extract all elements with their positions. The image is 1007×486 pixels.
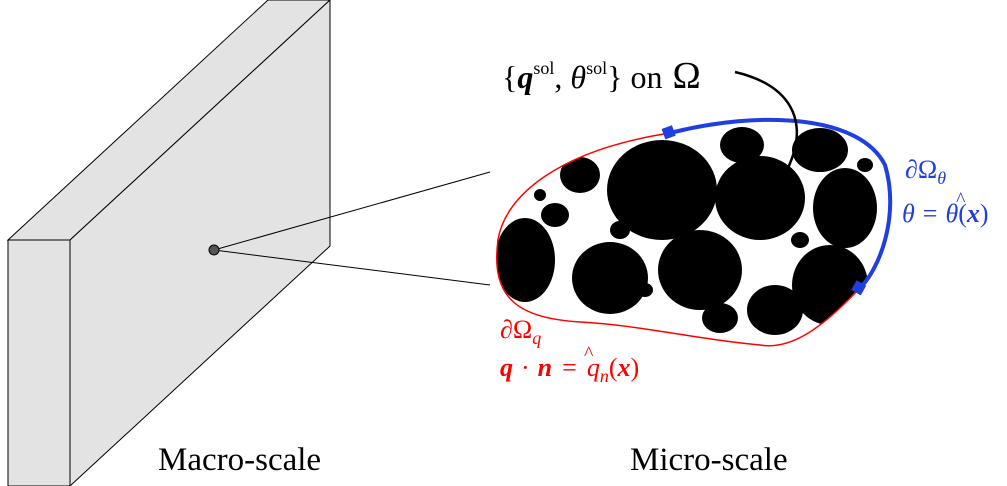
- boundary-junction-marker: [661, 125, 676, 140]
- particles: [496, 127, 877, 335]
- particle: [496, 218, 555, 302]
- paren-close: ): [630, 353, 639, 382]
- particle: [702, 303, 738, 333]
- partial-symbol: ∂: [905, 155, 918, 184]
- dirichlet-boundary: [669, 117, 893, 292]
- x-symbol: x: [616, 353, 630, 382]
- neumann-boundary: [496, 132, 859, 347]
- equals-sign: =: [562, 353, 577, 382]
- zoom-line-lower: [213, 249, 491, 286]
- dirichlet-condition: θ = θ(x): [902, 199, 989, 228]
- dirichlet-boundary-label: ∂Ωθ: [905, 155, 946, 188]
- particle: [658, 230, 742, 310]
- particle: [610, 221, 630, 239]
- zoom-line-upper: [213, 171, 491, 251]
- macro-scale-caption: Macro-scale: [158, 442, 321, 478]
- particle: [857, 158, 873, 172]
- particle: [534, 189, 546, 201]
- equals-sign: =: [923, 199, 938, 228]
- q-symbol: q: [517, 59, 533, 95]
- boundary-junction-marker: [851, 280, 867, 296]
- omega-symbol: Ω: [672, 55, 700, 97]
- particle: [813, 168, 877, 248]
- particle: [747, 285, 803, 335]
- neumann-hat: ^: [584, 343, 594, 365]
- n-symbol: n: [538, 353, 552, 382]
- theta-subscript: θ: [937, 168, 946, 188]
- open-brace: {: [502, 59, 517, 95]
- theta-symbol: θ: [570, 59, 586, 95]
- comma: ,: [554, 59, 570, 95]
- dot-operator: ·: [521, 353, 530, 382]
- neumann-condition: q · n = qn(x): [500, 353, 639, 386]
- paren-close: ): [980, 199, 989, 228]
- q-symbol: q: [500, 353, 513, 382]
- domain-label-leader: [734, 70, 798, 169]
- particle: [560, 157, 600, 193]
- on-word: on: [630, 59, 662, 95]
- micro-scale-caption: Micro-scale: [630, 442, 788, 478]
- n-subscript: n: [600, 366, 609, 386]
- particle: [607, 140, 717, 240]
- slab-front-face: [69, 0, 331, 486]
- paren-open: (: [609, 353, 618, 382]
- q-sol-superscript: sol: [533, 58, 554, 78]
- particle: [792, 128, 848, 172]
- particle: [715, 156, 805, 240]
- slab-side-face: [7, 239, 71, 486]
- micro-domain: [496, 117, 893, 347]
- theta-symbol: θ: [902, 199, 915, 228]
- omega-symbol: Ω: [918, 155, 937, 184]
- omega-symbol: Ω: [513, 315, 532, 344]
- material-point: [208, 244, 220, 256]
- theta-hat-symbol: θ: [945, 199, 958, 228]
- neumann-boundary-label: ∂Ωq: [500, 315, 541, 348]
- qhat-symbol: q: [587, 353, 600, 382]
- particle: [720, 127, 764, 163]
- x-symbol: x: [966, 199, 980, 228]
- domain-label: {qsol, θsol} on Ω: [502, 55, 701, 97]
- particle: [572, 242, 648, 314]
- partial-symbol: ∂: [500, 315, 513, 344]
- paren-open: (: [958, 199, 967, 228]
- particle: [637, 283, 653, 297]
- particle: [541, 203, 569, 227]
- close-brace: }: [607, 59, 630, 95]
- macro-slab: [6, 0, 331, 486]
- theta-sol-superscript: sol: [586, 58, 607, 78]
- particle: [791, 232, 809, 248]
- q-subscript: q: [532, 328, 541, 348]
- dirichlet-hat: ^: [956, 189, 966, 211]
